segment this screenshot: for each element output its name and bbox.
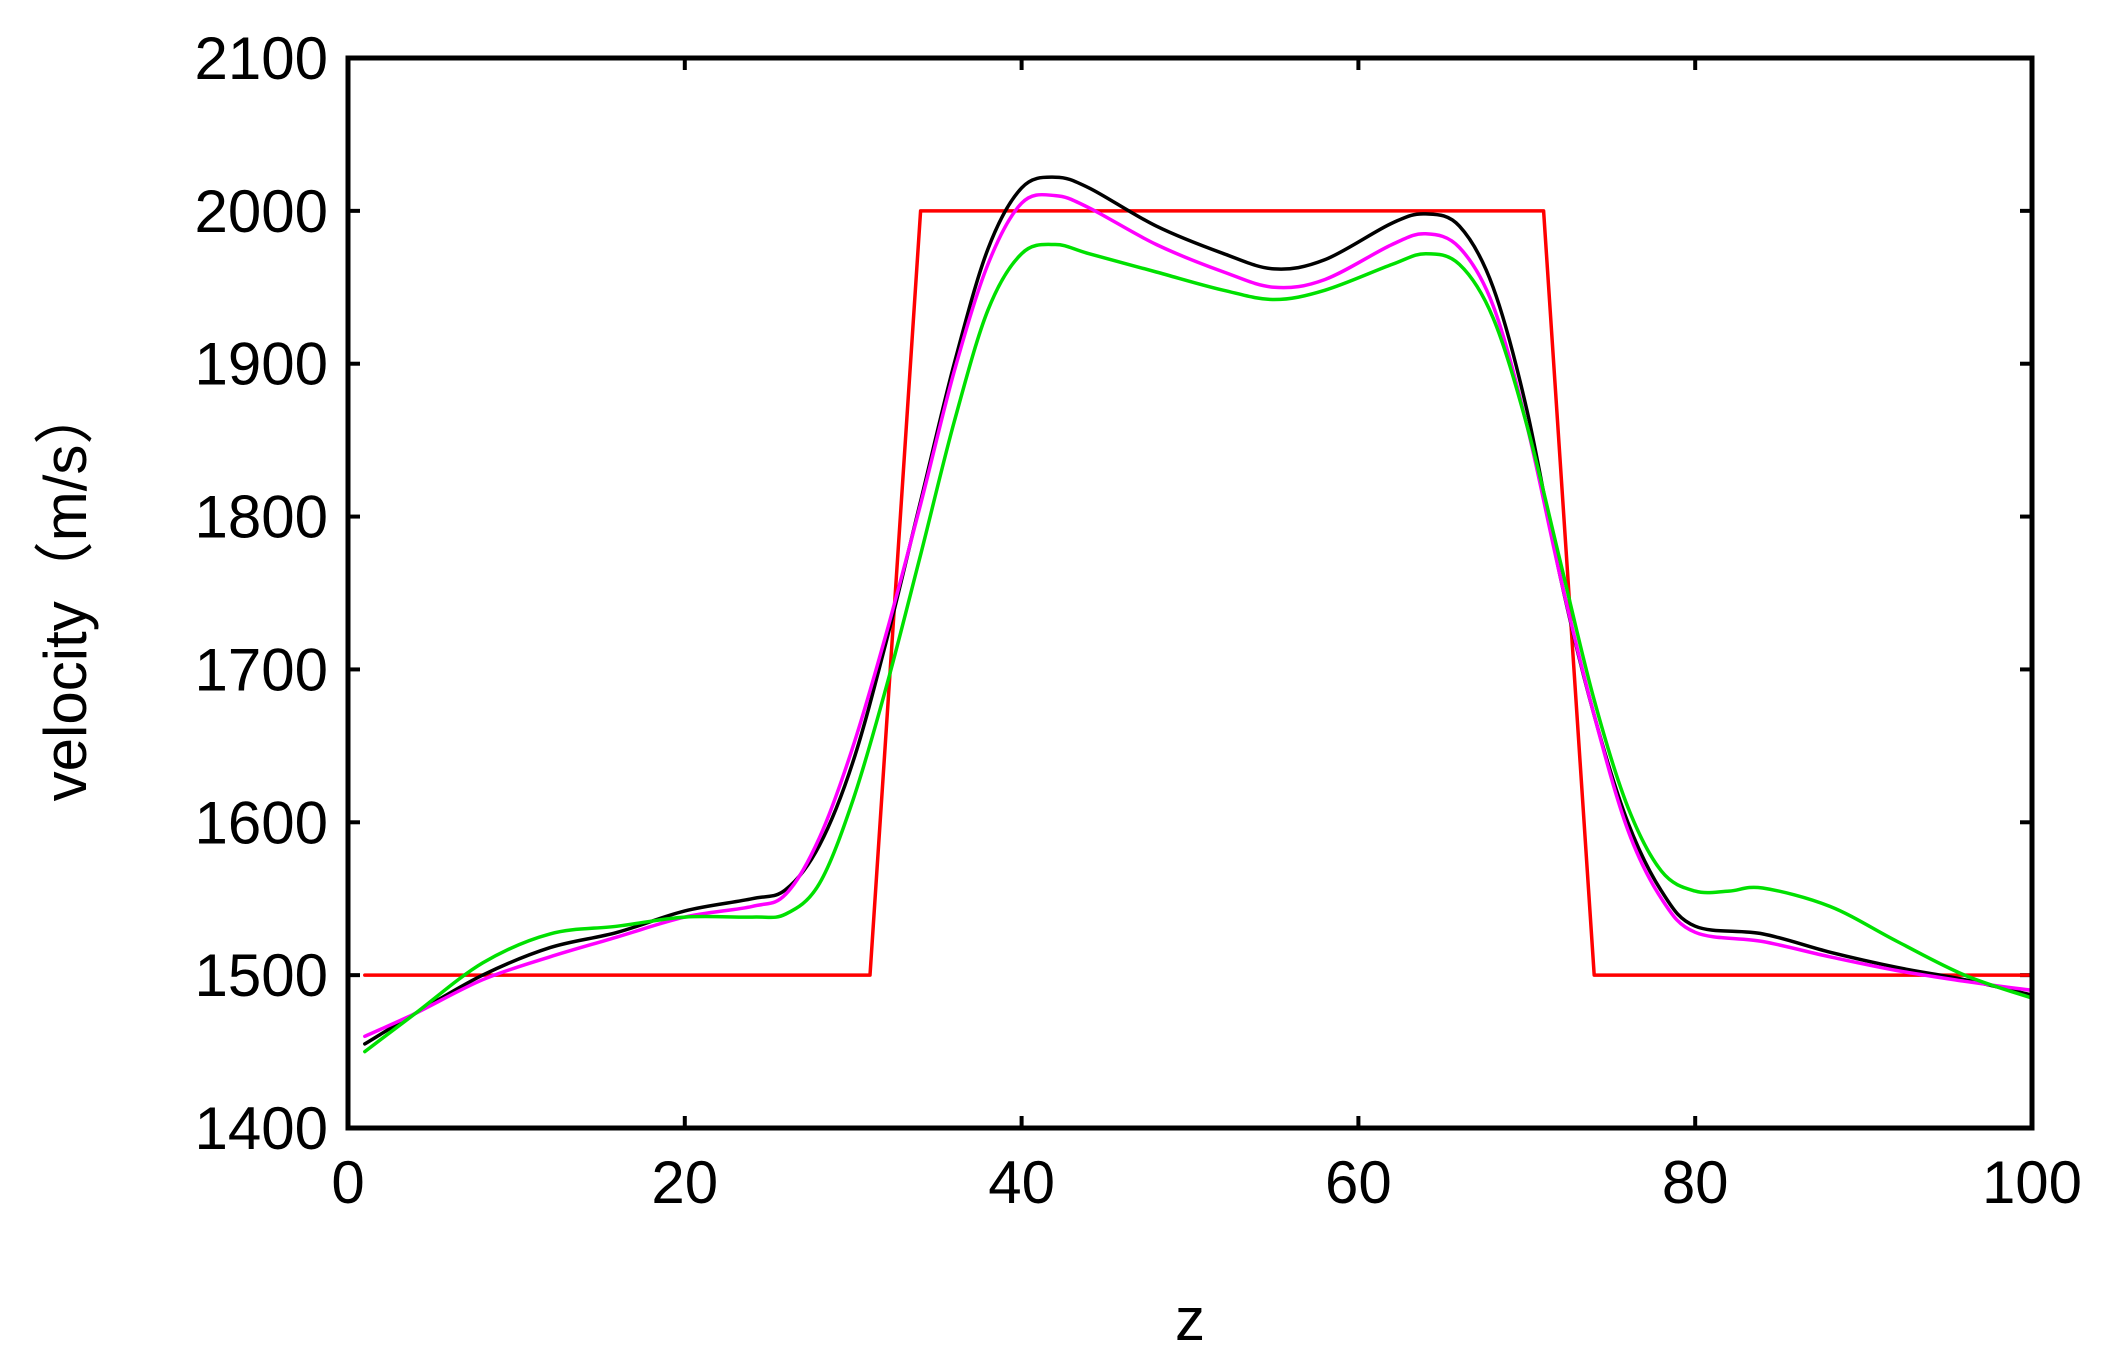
y-tick-label: 2100 [195,25,328,92]
x-tick-label: 80 [1662,1149,1729,1216]
y-tick-label: 1400 [195,1095,328,1162]
x-axis-title: z [1175,1286,1205,1353]
x-tick-label: 40 [988,1149,1055,1216]
y-tick-label: 1600 [195,789,328,856]
series-line-2 [363,175,2034,1046]
y-tick-label: 1900 [195,331,328,398]
tick-labels: 0 20 40 60 80 100 1400 1500 1600 1700 1800 1900 2000… [195,25,2083,1216]
y-tick-label: 2000 [195,178,328,245]
series-line-4 [363,242,2034,1054]
series-line-3 [363,192,2034,1039]
series-line-1 [363,209,2034,977]
series-lines [363,175,2034,1054]
y-tick-label: 1500 [195,942,328,1009]
y-tick-label: 1800 [195,484,328,551]
x-tick-label: 100 [1982,1149,2082,1216]
plot-frame [345,55,2035,1131]
y-axis-title: velocity（m/s） [32,385,99,802]
x-tick-label: 20 [651,1149,718,1216]
x-tick-label: 60 [1325,1149,1392,1216]
y-tick-label: 1700 [195,636,328,703]
x-tick-label: 0 [331,1149,364,1216]
axis-ticks [346,56,2034,1130]
